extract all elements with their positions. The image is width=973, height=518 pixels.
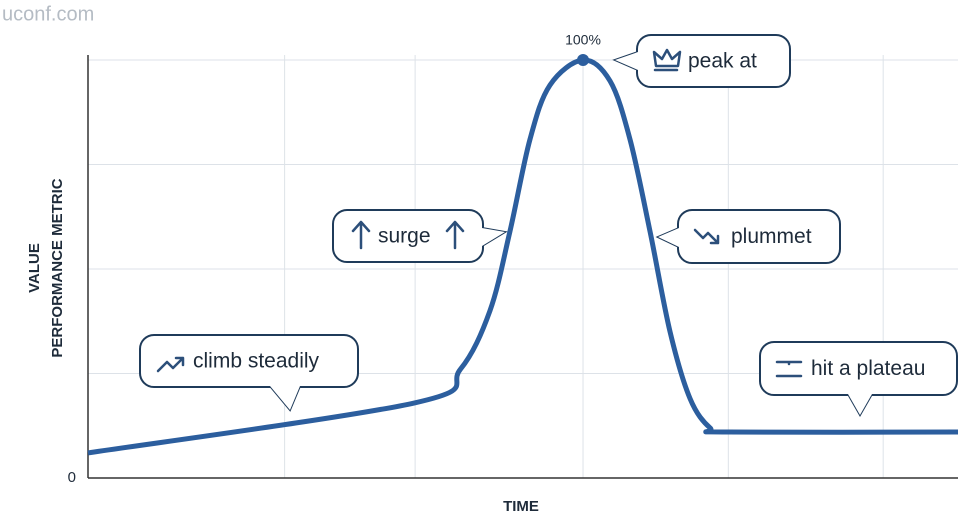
callout-icon	[693, 228, 720, 245]
y-axis-label: VALUE	[26, 243, 43, 293]
peak-point	[577, 54, 590, 66]
watermark: uconf.com	[2, 3, 94, 25]
callout: surge	[332, 209, 508, 263]
callout-tail-mask	[615, 52, 638, 70]
annotation: climb steadily	[193, 350, 320, 373]
data-label: 100%	[565, 32, 601, 48]
callout: climb steadily	[139, 334, 359, 412]
callout-tail-mask	[848, 394, 872, 415]
callout-icon	[156, 356, 185, 373]
x-axis-label: TIME	[503, 498, 539, 515]
callout-tail-mask	[270, 386, 300, 410]
y-axis-label: PERFORMANCE METRIC	[49, 178, 66, 357]
grid	[88, 55, 958, 478]
callout-box	[139, 334, 359, 388]
y-tick-label: 0	[68, 469, 76, 486]
callout-icon	[351, 220, 465, 250]
callout-tail-mask	[658, 228, 679, 247]
callout: peak at	[612, 34, 791, 88]
plot: 0 100%	[68, 32, 959, 486]
callout: hit a plateau	[759, 341, 958, 418]
callout-tail-mask	[482, 228, 505, 246]
annotations: climb steadily surge peak at plummet hit a p…	[139, 34, 958, 418]
callout-icon	[775, 360, 803, 378]
callout-icon	[652, 48, 682, 72]
annotation: hit a plateau	[811, 357, 925, 380]
annotation: peak at	[688, 50, 757, 73]
callout: plummet	[655, 209, 841, 264]
annotation: plummet	[731, 225, 812, 248]
data-line	[87, 57, 959, 456]
annotation: surge	[378, 225, 431, 248]
